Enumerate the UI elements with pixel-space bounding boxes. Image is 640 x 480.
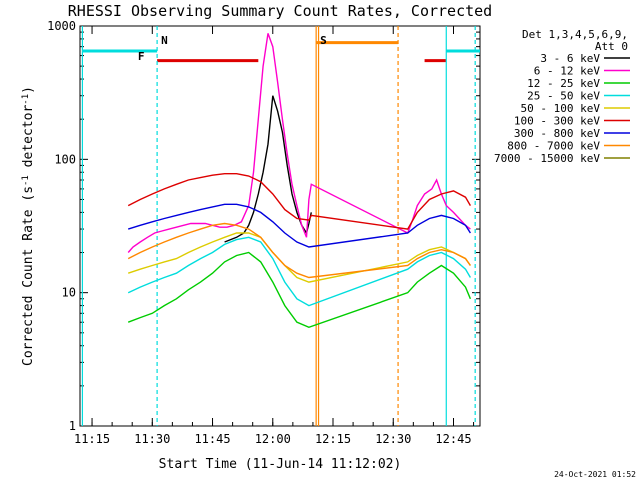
legend-label-6: 300 - 800 keV	[514, 127, 600, 140]
annotations: N F S	[138, 34, 327, 63]
ylabel-sup2: -1	[21, 94, 31, 105]
ylabel-end: )	[21, 86, 36, 94]
y-axis-label: Corrected Count Rate (s-1 detector-1)	[21, 86, 36, 366]
annotation-n: N	[161, 34, 168, 47]
legend-label-4: 50 - 100 keV	[521, 102, 601, 115]
axis-layer: 11:15 11:30 11:45 12:00 12:15 12:30 12:45 1 10 10…	[47, 19, 480, 446]
x-tick-label-3: 12:00	[255, 432, 291, 446]
series-line-2	[127, 251, 472, 329]
x-tick-label-0: 11:15	[74, 432, 110, 446]
ylabel-mid: detector	[21, 105, 36, 176]
y-tick-label-2: 100	[54, 152, 76, 166]
legend-header-0: Det 1,3,4,5,6,9,	[522, 28, 628, 41]
series-line-1	[127, 33, 471, 253]
legend-label-7: 800 - 7000 keV	[507, 140, 600, 153]
legend-label-0: 3 - 6 keV	[540, 52, 600, 65]
x-tick-label-2: 11:45	[194, 432, 230, 446]
ylabel-main: Corrected Count Rate (s	[21, 186, 36, 366]
legend-label-1: 6 - 12 keV	[534, 65, 601, 78]
series-line-5	[127, 172, 472, 230]
legend-header-1: Att 0	[595, 40, 628, 53]
legend-label-3: 25 - 50 keV	[527, 90, 600, 103]
x-tick-label-1: 11:30	[134, 432, 170, 446]
x-axis-label: Start Time (11-Jun-14 11:12:02)	[159, 457, 402, 472]
series-line-6	[127, 203, 471, 248]
interval-bars	[81, 26, 480, 426]
y-tick-label-0: 1	[69, 419, 76, 433]
annotation-f: F	[138, 50, 145, 63]
legend-label-8: 7000 - 15000 keV	[494, 152, 600, 165]
series-line-0	[224, 95, 312, 243]
series-layer	[127, 33, 472, 329]
annotation-s: S	[320, 34, 327, 47]
x-tick-label-6: 12:45	[435, 432, 471, 446]
y-tick-label-1: 10	[62, 286, 76, 300]
series-line-7	[127, 222, 471, 279]
legend-label-5: 100 - 300 keV	[514, 115, 600, 128]
series-line-3	[127, 236, 472, 307]
y-tick-label-3: 1000	[47, 19, 76, 33]
x-tick-label-4: 12:15	[315, 432, 351, 446]
legend-label-2: 12 - 25 keV	[527, 77, 600, 90]
chart-title: RHESSI Observing Summary Count Rates, Co…	[68, 2, 492, 20]
timestamp: 24-Oct-2021 01:52	[554, 470, 636, 479]
plot-frame	[79, 25, 481, 427]
x-tick-label-5: 12:30	[375, 432, 411, 446]
ylabel-sup1: -1	[21, 175, 31, 186]
